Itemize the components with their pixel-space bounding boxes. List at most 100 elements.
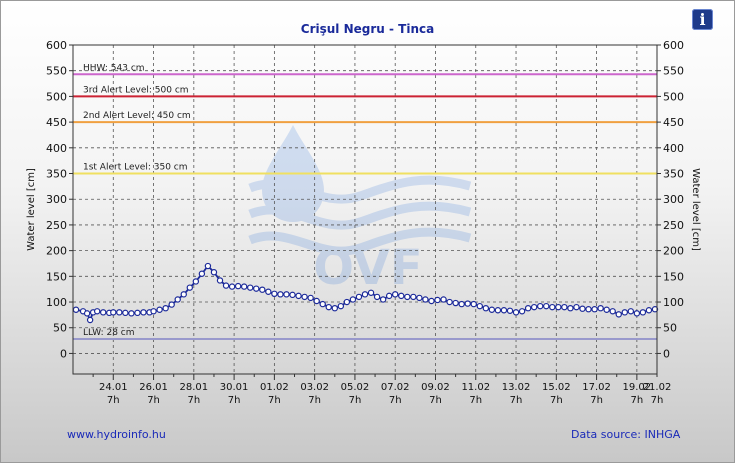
data-point bbox=[609, 308, 616, 315]
data-point bbox=[150, 308, 157, 315]
data-point bbox=[325, 303, 332, 311]
data-point bbox=[174, 296, 181, 303]
website-link[interactable]: www.hydroinfo.hu bbox=[67, 428, 166, 441]
y-tick-label-left: 300 bbox=[46, 193, 67, 206]
x-tick-sublabel: 7h bbox=[651, 395, 664, 406]
threshold-label: LLW: 28 cm bbox=[83, 328, 135, 338]
data-point bbox=[110, 309, 117, 316]
x-tick-sublabel: 7h bbox=[429, 395, 442, 406]
watermark-wave-3 bbox=[248, 227, 472, 256]
y-tick-label-right: 550 bbox=[663, 65, 684, 78]
y-tick-label-right: 350 bbox=[663, 168, 684, 181]
data-point bbox=[512, 309, 520, 316]
y-tick-label-left: 0 bbox=[60, 347, 67, 360]
data-point bbox=[140, 309, 147, 316]
x-tick-label: 24.01 bbox=[99, 382, 128, 393]
data-point bbox=[198, 270, 206, 277]
chart-title: Crişul Negru - Tinca bbox=[300, 22, 435, 36]
data-point bbox=[392, 291, 399, 298]
data-point bbox=[259, 286, 266, 293]
data-point bbox=[494, 307, 502, 314]
watermark-wave-1 bbox=[248, 175, 472, 204]
y-tick-label-right: 250 bbox=[663, 219, 684, 232]
y-tick-label-left: 150 bbox=[46, 270, 67, 283]
data-point bbox=[573, 303, 580, 311]
threshold-label: 1st Alert Level: 350 cm bbox=[83, 163, 188, 173]
data-point bbox=[162, 305, 169, 312]
x-tick-sublabel: 7h bbox=[510, 395, 523, 406]
data-point bbox=[621, 309, 628, 316]
data-source: Data source: INHGA bbox=[571, 428, 681, 441]
data-point bbox=[83, 310, 91, 317]
y-tick-label-right: 400 bbox=[663, 142, 684, 155]
data-point bbox=[93, 308, 101, 315]
data-point bbox=[506, 307, 514, 314]
data-point bbox=[349, 296, 357, 303]
data-point bbox=[567, 305, 574, 312]
data-point bbox=[122, 309, 129, 317]
y-tick-label-left: 400 bbox=[46, 142, 67, 155]
x-tick-label: 13.02 bbox=[502, 382, 531, 393]
watermark-logo: OVF bbox=[248, 125, 472, 296]
y-tick-label-right: 100 bbox=[663, 296, 684, 309]
data-point bbox=[458, 300, 465, 308]
data-point bbox=[549, 303, 556, 311]
data-point bbox=[440, 296, 447, 303]
data-point bbox=[116, 309, 123, 316]
x-tick-label: 21.02 bbox=[643, 382, 672, 393]
data-point bbox=[180, 291, 187, 298]
y-tick-label-right: 450 bbox=[663, 116, 684, 129]
data-point bbox=[355, 293, 363, 301]
data-point bbox=[156, 306, 163, 313]
data-point bbox=[645, 307, 653, 314]
data-point bbox=[434, 296, 441, 304]
data-point bbox=[192, 278, 200, 285]
data-point bbox=[134, 309, 141, 317]
y-tick-label-right: 0 bbox=[663, 347, 670, 360]
data-point bbox=[379, 296, 387, 303]
data-point bbox=[373, 293, 381, 301]
x-tick-sublabel: 7h bbox=[187, 395, 200, 406]
data-point bbox=[289, 291, 296, 299]
x-tick-label: 05.02 bbox=[341, 382, 370, 393]
threshold-label: 2nd Alert Level: 450 cm bbox=[83, 111, 191, 121]
data-point bbox=[72, 306, 80, 313]
x-tick-sublabel: 7h bbox=[469, 395, 482, 406]
watermark-text: OVF bbox=[313, 240, 422, 296]
data-point bbox=[307, 294, 314, 302]
data-point bbox=[633, 310, 641, 317]
y-tick-label-right: 500 bbox=[663, 90, 684, 103]
data-point bbox=[271, 290, 278, 298]
data-point bbox=[398, 292, 405, 300]
data-point bbox=[361, 291, 369, 298]
data-point bbox=[228, 283, 236, 290]
data-point bbox=[464, 300, 471, 307]
y-axis-label-left: Water level [cm] bbox=[26, 168, 37, 251]
data-point bbox=[488, 306, 496, 313]
x-tick-sublabel: 7h bbox=[147, 395, 160, 406]
info-icon: i bbox=[699, 10, 706, 29]
x-tick-sublabel: 7h bbox=[590, 395, 603, 406]
y-tick-label-left: 50 bbox=[53, 322, 67, 335]
data-point bbox=[530, 303, 538, 311]
x-tick-label: 26.01 bbox=[139, 382, 168, 393]
watermark-wave-2 bbox=[248, 201, 472, 230]
data-point bbox=[537, 302, 544, 310]
x-tick-sublabel: 7h bbox=[631, 395, 644, 406]
x-tick-sublabel: 7h bbox=[268, 395, 281, 406]
data-point bbox=[500, 307, 508, 314]
data-point bbox=[234, 282, 242, 290]
info-button[interactable]: i bbox=[692, 9, 713, 30]
data-point bbox=[295, 292, 302, 300]
x-tick-sublabel: 7h bbox=[349, 395, 362, 406]
y-tick-label-left: 500 bbox=[46, 90, 67, 103]
x-tick-sublabel: 7h bbox=[389, 395, 402, 406]
data-point bbox=[555, 303, 562, 311]
data-point bbox=[639, 309, 647, 316]
data-point bbox=[603, 306, 610, 313]
x-tick-sublabel: 7h bbox=[107, 395, 120, 406]
data-point bbox=[168, 301, 175, 308]
x-tick-sublabel: 7h bbox=[228, 395, 241, 406]
data-point bbox=[597, 305, 604, 312]
